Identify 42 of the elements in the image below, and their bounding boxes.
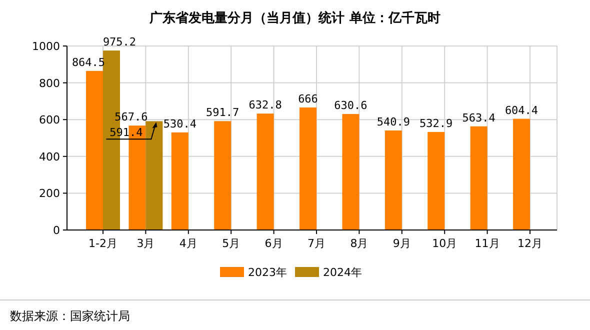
- x-tick-label: 1-2月: [88, 237, 118, 250]
- bar: [470, 126, 488, 230]
- bar: [171, 132, 188, 230]
- data-label: 975.2: [102, 36, 136, 49]
- data-label: 632.8: [248, 98, 282, 112]
- data-label: 630.6: [334, 98, 368, 112]
- y-tick-label: 1000: [32, 40, 60, 53]
- chart-title: 广东省发电量分月（当月值）统计 单位：亿千瓦时: [148, 10, 440, 26]
- y-tick-label: 600: [39, 114, 60, 127]
- y-tick-label: 200: [39, 187, 60, 200]
- data-label: 540.9: [376, 115, 410, 128]
- bar: [513, 118, 530, 230]
- bar: [300, 107, 316, 230]
- x-tick-label: 9月: [392, 237, 411, 250]
- legend-label: 2023年: [248, 266, 287, 279]
- x-tick-label: 3月: [136, 237, 155, 250]
- x-tick-label: 10月: [432, 237, 458, 250]
- data-label: 530.4: [163, 117, 197, 130]
- x-tick-label: 6月: [264, 237, 283, 250]
- x-tick-label: 4月: [179, 237, 198, 250]
- bar: [86, 70, 103, 230]
- legend-label: 2024年: [323, 266, 362, 279]
- x-tick-label: 7月: [308, 237, 326, 250]
- data-label: 591.7: [206, 106, 240, 120]
- y-tick-label: 800: [39, 76, 60, 90]
- source-note: 数据来源：国家统计局: [10, 309, 130, 323]
- x-tick-label: 12月: [518, 237, 542, 250]
- bar: [214, 121, 232, 230]
- bar: [342, 114, 360, 230]
- bar: [256, 114, 274, 230]
- bar: [384, 130, 402, 230]
- bar: [428, 132, 445, 230]
- data-label: 604.4: [504, 104, 538, 117]
- x-tick-label: 5月: [222, 237, 240, 250]
- data-label: 666: [298, 92, 318, 106]
- data-label: 563.4: [462, 111, 496, 124]
- x-tick-label: 8月: [350, 237, 368, 250]
- y-tick-label: 400: [39, 150, 60, 164]
- y-tick-label: 0: [53, 224, 60, 237]
- bar: [146, 121, 163, 230]
- data-label: 532.9: [420, 116, 453, 130]
- x-tick-label: 11月: [474, 237, 500, 250]
